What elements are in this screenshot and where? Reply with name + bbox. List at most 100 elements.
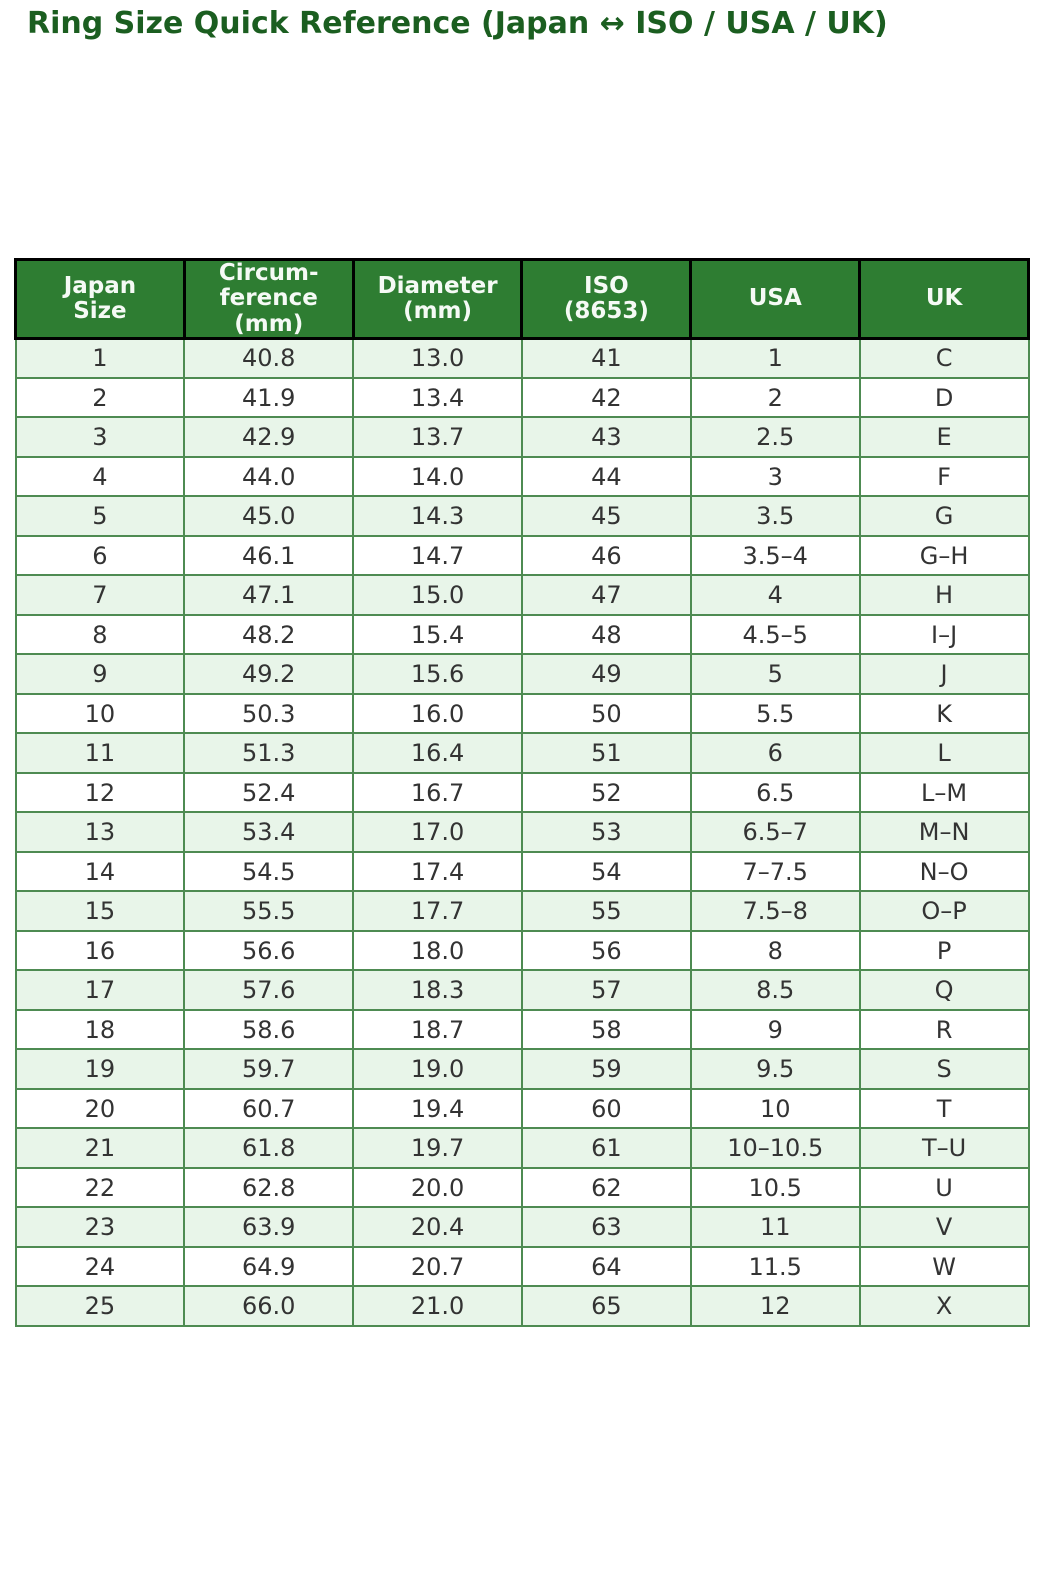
cell: 9: [14, 653, 186, 695]
cell: 50: [520, 692, 692, 735]
cell: 49.2: [183, 653, 355, 695]
cell: 49: [520, 653, 692, 695]
cell: 10.5: [689, 1166, 861, 1209]
cell: 4: [689, 574, 861, 616]
cell: 13.4: [352, 376, 523, 419]
cell: 19.0: [352, 1048, 523, 1090]
table-row: 3 42.9 13.7 43 2.5 E: [14, 416, 1030, 458]
cell: 12: [689, 1285, 861, 1327]
table-row: 2 41.9 13.4 42 2 D: [14, 376, 1030, 419]
table-row: 1 40.8 13.0 41 1 C: [14, 337, 1030, 379]
cell: 16.7: [352, 771, 523, 814]
cell: 16.4: [352, 732, 523, 774]
cell: L: [858, 732, 1030, 774]
cell: 22: [14, 1166, 186, 1209]
table-header-row: Japan Size Circum- ference (mm) Diameter (…: [14, 258, 1030, 340]
cell: 2: [14, 376, 186, 419]
cell: T: [858, 1087, 1030, 1130]
table-row: 19 59.7 19.0 59 9.5 S: [14, 1048, 1030, 1090]
cell: 59: [520, 1048, 692, 1090]
cell: 45.0: [183, 495, 355, 537]
cell: 58.6: [183, 1008, 355, 1051]
cell: 13: [14, 811, 186, 853]
cell: 20: [14, 1087, 186, 1130]
cell: 57.6: [183, 969, 355, 1011]
cell: 60: [520, 1087, 692, 1130]
cell: 6: [14, 534, 186, 577]
cell: 43: [520, 416, 692, 458]
cell: 2: [689, 376, 861, 419]
cell: 56: [520, 929, 692, 972]
cell: 14.3: [352, 495, 523, 537]
cell: 14.0: [352, 455, 523, 498]
cell: 17.0: [352, 811, 523, 853]
table-row: 7 47.1 15.0 47 4 H: [14, 574, 1030, 616]
cell: 3.5: [689, 495, 861, 537]
cell: 53.4: [183, 811, 355, 853]
cell: 4.5–5: [689, 613, 861, 656]
cell: 9.5: [689, 1048, 861, 1090]
cell: 55.5: [183, 890, 355, 932]
cell: 19: [14, 1048, 186, 1090]
column-header-1: Circum- ference (mm): [182, 258, 355, 340]
cell: 10: [14, 692, 186, 735]
cell: 54: [520, 850, 692, 893]
cell: O–P: [858, 890, 1030, 932]
cell: 42: [520, 376, 692, 419]
cell: 54.5: [183, 850, 355, 893]
cell: 7: [14, 574, 186, 616]
cell: 15.4: [352, 613, 523, 656]
table-row: 18 58.6 18.7 58 9 R: [14, 1008, 1030, 1051]
cell: 53: [520, 811, 692, 853]
cell: 40.8: [183, 337, 355, 379]
cell: 21: [14, 1127, 186, 1169]
table-row: 21 61.8 19.7 61 10–10.5 T–U: [14, 1127, 1030, 1169]
table-row: 6 46.1 14.7 46 3.5–4 G–H: [14, 534, 1030, 577]
cell: 12: [14, 771, 186, 814]
cell: 51.3: [183, 732, 355, 774]
cell: 52.4: [183, 771, 355, 814]
cell: 5: [14, 495, 186, 537]
cell: 66.0: [183, 1285, 355, 1327]
cell: 3.5–4: [689, 534, 861, 577]
cell: 14: [14, 850, 186, 893]
cell: 13.0: [352, 337, 523, 379]
cell: 20.4: [352, 1206, 523, 1248]
cell: 18.0: [352, 929, 523, 972]
cell: T–U: [858, 1127, 1030, 1169]
column-header-2: Diameter (mm): [351, 258, 524, 340]
cell: J: [858, 653, 1030, 695]
cell: 63: [520, 1206, 692, 1248]
cell: P: [858, 929, 1030, 972]
table-row: 24 64.9 20.7 64 11.5 W: [14, 1245, 1030, 1288]
cell: 64.9: [183, 1245, 355, 1288]
cell: 62.8: [183, 1166, 355, 1209]
table-body: 1 40.8 13.0 41 1 C 2 41.9 13.4 42 2 D 3 42.9 13.7 43 2.5…: [14, 337, 1030, 1327]
cell: 46.1: [183, 534, 355, 577]
cell: 52: [520, 771, 692, 814]
cell: 56.6: [183, 929, 355, 972]
cell: 46: [520, 534, 692, 577]
cell: 61: [520, 1127, 692, 1169]
column-header-0: Japan Size: [14, 258, 186, 340]
cell: 17: [14, 969, 186, 1011]
cell: 62: [520, 1166, 692, 1209]
cell: 3: [14, 416, 186, 458]
cell: 8: [14, 613, 186, 656]
cell: 3: [689, 455, 861, 498]
cell: R: [858, 1008, 1030, 1051]
cell: 10: [689, 1087, 861, 1130]
cell: E: [858, 416, 1030, 458]
cell: 61.8: [183, 1127, 355, 1169]
cell: 17.4: [352, 850, 523, 893]
cell: 6: [689, 732, 861, 774]
cell: 10–10.5: [689, 1127, 861, 1169]
page-title: Ring Size Quick Reference (Japan ↔ ISO /…: [27, 6, 888, 41]
cell: 9: [689, 1008, 861, 1051]
cell: 23: [14, 1206, 186, 1248]
table-row: 23 63.9 20.4 63 11 V: [14, 1206, 1030, 1248]
cell: V: [858, 1206, 1030, 1248]
cell: 64: [520, 1245, 692, 1288]
cell: 18.7: [352, 1008, 523, 1051]
cell: 7–7.5: [689, 850, 861, 893]
